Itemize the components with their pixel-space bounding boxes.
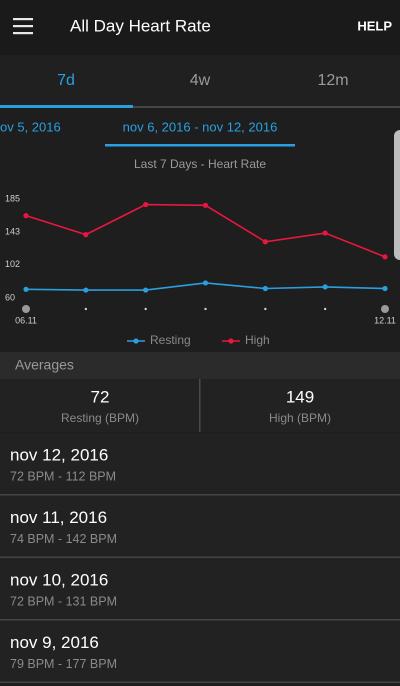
data-point <box>262 239 268 245</box>
day-range: 72 BPM - 131 BPM <box>10 594 117 608</box>
row-divider <box>0 619 400 621</box>
data-point <box>202 202 209 208</box>
menu-icon[interactable] <box>13 18 33 35</box>
tab-bar <box>0 55 400 108</box>
day-range: 74 BPM - 142 BPM <box>10 532 117 546</box>
x-tick-label: 06.11 <box>15 315 37 325</box>
side-handle <box>394 130 400 260</box>
day-list: nov 12, 2016 72 BPM - 112 BPM nov 11, 2016… <box>0 433 400 683</box>
tab[interactable]: 4w <box>190 72 211 89</box>
x-tick-label: 12.11 <box>374 315 396 325</box>
day-range: 72 BPM - 112 BPM <box>10 469 116 483</box>
x-axis-marker <box>264 307 267 311</box>
y-tick-label: 185 <box>5 193 20 203</box>
data-point <box>143 287 149 293</box>
legend-label: High <box>245 333 270 347</box>
average-label: Resting (BPM) <box>61 411 139 425</box>
day-row[interactable] <box>0 433 400 494</box>
y-tick-label: 102 <box>5 259 20 269</box>
day-date: nov 12, 2016 <box>10 445 108 464</box>
legend-label: Resting <box>150 333 191 347</box>
average-value: 72 <box>91 387 110 406</box>
y-tick-label: 60 <box>5 292 15 302</box>
range-indicator <box>105 144 295 147</box>
x-axis-marker <box>204 307 207 311</box>
chart-title: Last 7 Days - Heart Rate <box>134 157 266 171</box>
legend-dot <box>133 338 139 344</box>
day-range: 79 BPM - 177 BPM <box>10 657 117 671</box>
data-point <box>322 284 328 290</box>
help-button[interactable]: HELP <box>357 18 392 33</box>
data-point <box>382 254 388 260</box>
app-bar <box>0 0 400 55</box>
chart: 60 102 143 185 06.11 12.11 Resting High <box>5 193 396 347</box>
y-tick-label: 143 <box>5 227 20 237</box>
x-axis-marker <box>381 305 389 313</box>
row-divider <box>0 494 400 496</box>
data-point <box>382 285 388 292</box>
day-row[interactable] <box>0 558 400 619</box>
average-label: High (BPM) <box>269 411 331 425</box>
day-row[interactable] <box>0 495 400 557</box>
data-point <box>322 230 328 236</box>
x-axis-marker <box>323 307 327 311</box>
averages-title: Averages <box>15 357 74 373</box>
tab-divider <box>0 106 400 108</box>
data-point <box>83 287 89 293</box>
day-date: nov 11, 2016 <box>10 508 107 527</box>
legend-dot <box>228 338 234 344</box>
row-divider <box>0 556 400 558</box>
day-row[interactable] <box>0 620 400 682</box>
day-date: nov 10, 2016 <box>10 570 108 589</box>
tab[interactable]: 7d <box>57 72 75 89</box>
data-point <box>23 286 29 292</box>
data-point <box>23 213 29 219</box>
averages-header <box>0 352 400 379</box>
previous-range[interactable]: ov 5, 2016 <box>0 119 61 134</box>
data-point <box>83 232 89 238</box>
current-range[interactable]: nov 6, 2016 - nov 12, 2016 <box>123 119 278 134</box>
x-axis-marker <box>84 307 88 311</box>
day-date: nov 9, 2016 <box>10 633 99 652</box>
tab[interactable]: 12m <box>317 72 348 89</box>
row-divider <box>0 681 400 683</box>
data-point <box>143 201 149 208</box>
average-value: 149 <box>286 387 314 406</box>
averages-divider <box>199 379 201 432</box>
data-point <box>202 280 209 286</box>
x-axis-marker <box>144 307 147 311</box>
x-axis-marker <box>22 305 30 313</box>
tab-indicator <box>0 105 133 108</box>
app-title: All Day Heart Rate <box>70 16 211 35</box>
data-point <box>262 285 268 292</box>
